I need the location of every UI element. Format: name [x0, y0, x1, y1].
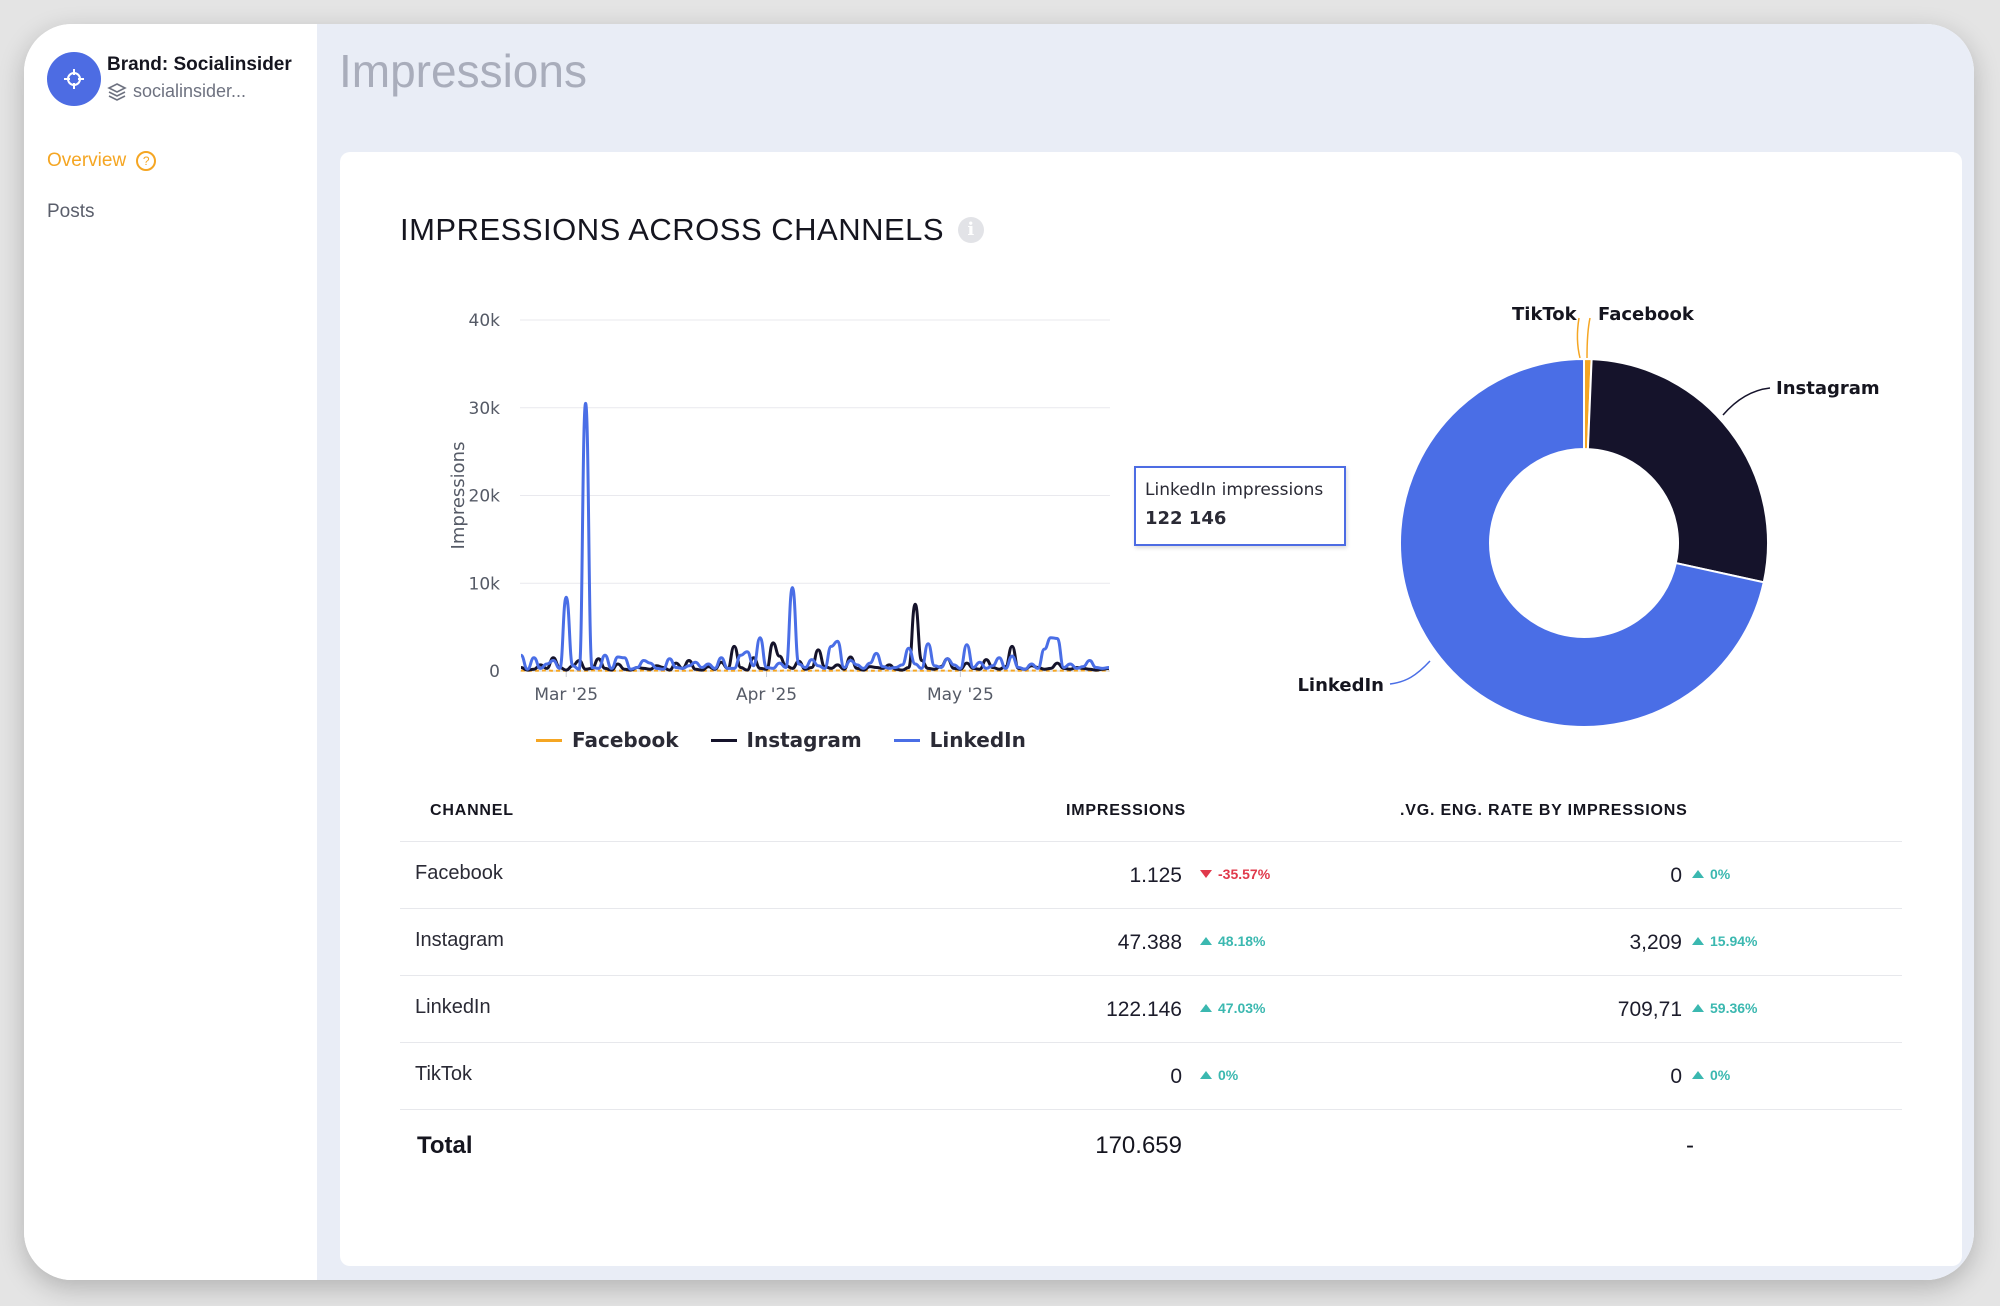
header-channel: CHANNEL — [430, 802, 514, 819]
eng-rate-delta: 0% — [1692, 866, 1730, 882]
layers-icon — [107, 82, 127, 101]
legend-facebook[interactable]: Facebook — [572, 728, 679, 752]
impressions-delta: -35.57% — [1200, 866, 1270, 882]
impressions-value: 1.125 — [1129, 864, 1182, 887]
brand-avatar[interactable] — [47, 52, 101, 106]
channel-name: TikTok — [415, 1063, 473, 1085]
sidebar-item-label: Posts — [47, 201, 95, 222]
series-line-linkedin — [520, 401, 1110, 671]
sidebar-item-label: Overview — [47, 150, 127, 171]
eng-rate-delta: 0% — [1692, 1067, 1730, 1083]
sidebar: Brand: Socialinsider socialinsider... Ov… — [24, 24, 317, 1280]
chart-tooltip: LinkedIn impressions 122 146 — [1134, 466, 1346, 546]
channel-name: Instagram — [415, 929, 504, 951]
eng-rate-delta-text: 0% — [1710, 1067, 1731, 1083]
trend-up-icon — [1692, 1004, 1704, 1012]
eng-rate-delta-text: 0% — [1710, 866, 1731, 882]
total-label: Total — [417, 1132, 473, 1159]
donut-connector-instagram — [1722, 387, 1771, 416]
table-row-tiktok[interactable]: TikTok 0 0% 0 0% — [400, 1042, 1902, 1109]
header-eng-rate: .VG. ENG. RATE BY IMPRESSIONS — [1400, 802, 1688, 819]
eng-rate-value: 3,209 — [1629, 931, 1682, 954]
x-tick-label: Apr '25 — [736, 685, 797, 705]
eng-rate-delta: 15.94% — [1692, 933, 1757, 949]
header-impressions: IMPRESSIONS — [1066, 802, 1186, 819]
page-title: Impressions — [339, 45, 587, 97]
y-tick-label: 0 — [489, 662, 500, 682]
trend-up-icon — [1692, 870, 1704, 878]
help-circle-icon[interactable]: ? — [136, 151, 157, 171]
total-impressions: 170.659 — [1095, 1132, 1182, 1159]
impressions-value: 0 — [1170, 1065, 1182, 1088]
table-row-instagram[interactable]: Instagram 47.388 48.18% 3,209 15.94% — [400, 908, 1902, 975]
brand-name[interactable]: Brand: Socialinsider — [107, 54, 292, 75]
trend-up-icon — [1200, 1004, 1212, 1012]
impressions-value: 122.146 — [1106, 998, 1182, 1021]
donut-connector-tiktok — [1576, 317, 1581, 359]
donut-connector-facebook — [1586, 317, 1591, 359]
y-tick-label: 30k — [469, 399, 501, 419]
main-content: Impressions IMPRESSIONS ACROSS CHANNELS … — [317, 24, 1974, 1280]
impressions-line-chart: 0 10k 20k 30k 40k Mar '25 Apr '25 May '25 Impres… — [448, 311, 1110, 705]
y-axis-label: Impressions — [448, 442, 469, 550]
eng-rate-delta-text: 59.36% — [1710, 1000, 1758, 1016]
sidebar-item-posts[interactable]: Posts — [47, 201, 95, 223]
donut-slice-linkedin — [1399, 357, 1765, 728]
legend-swatch-linkedin — [893, 738, 920, 742]
channel-name: Facebook — [415, 862, 503, 884]
trend-up-icon — [1200, 1071, 1212, 1079]
total-eng-rate: - — [1686, 1132, 1694, 1159]
x-tick-label: May '25 — [927, 685, 994, 705]
impressions-card: IMPRESSIONS ACROSS CHANNELS i 0 10k 20k 30k… — [340, 152, 1962, 1266]
donut-label-facebook: Facebook — [1598, 304, 1695, 325]
impressions-delta: 0% — [1200, 1067, 1238, 1083]
app-window: Brand: Socialinsider socialinsider... Ov… — [24, 24, 1974, 1280]
impressions-delta-text: -35.57% — [1218, 866, 1271, 882]
series-line-instagram — [520, 602, 1110, 672]
trend-up-icon — [1692, 1071, 1704, 1079]
eng-rate-delta-text: 15.94% — [1710, 933, 1758, 949]
channel-name: LinkedIn — [415, 996, 491, 1018]
legend-instagram[interactable]: Instagram — [746, 728, 862, 752]
trend-up-icon — [1692, 937, 1704, 945]
table-row-facebook[interactable]: Facebook 1.125 -35.57% 0 0% — [400, 841, 1902, 908]
donut-label-instagram: Instagram — [1776, 378, 1880, 399]
eng-rate-value: 0 — [1670, 864, 1682, 887]
trend-down-icon — [1200, 870, 1212, 878]
impressions-donut-chart: TikTok Facebook Instagram LinkedIn — [1297, 304, 1880, 728]
donut-connector-linkedin — [1389, 660, 1431, 685]
info-icon[interactable]: i — [958, 217, 985, 243]
donut-label-linkedin: LinkedIn — [1297, 675, 1384, 696]
impressions-delta: 48.18% — [1200, 933, 1265, 949]
sidebar-item-overview[interactable]: Overview ? — [47, 150, 157, 172]
card-title-text: IMPRESSIONS ACROSS CHANNELS — [400, 212, 945, 247]
trend-up-icon — [1200, 937, 1212, 945]
eng-rate-value: 0 — [1670, 1065, 1682, 1088]
crosshair-icon — [64, 69, 84, 89]
table-total-row: Total 170.659 - — [400, 1109, 1902, 1176]
impressions-value: 47.388 — [1117, 931, 1182, 954]
chart-legend: Facebook Instagram LinkedIn — [536, 728, 1026, 752]
impressions-delta-text: 0% — [1218, 1067, 1239, 1083]
brand-account-label: socialinsider... — [133, 81, 247, 101]
brand-account[interactable]: socialinsider... — [107, 81, 246, 102]
x-tick-label: Mar '25 — [534, 685, 598, 705]
table-row-linkedin[interactable]: LinkedIn 122.146 47.03% 709,71 59.36% — [400, 975, 1902, 1042]
eng-rate-delta: 59.36% — [1692, 1000, 1757, 1016]
legend-linkedin[interactable]: LinkedIn — [929, 728, 1026, 752]
legend-swatch-instagram — [710, 738, 737, 742]
y-tick-label: 40k — [469, 311, 501, 331]
y-tick-label: 20k — [469, 487, 501, 507]
impressions-delta: 47.03% — [1200, 1000, 1265, 1016]
donut-label-tiktok: TikTok — [1512, 304, 1578, 325]
y-tick-label: 10k — [469, 574, 501, 594]
card-title: IMPRESSIONS ACROSS CHANNELS i — [400, 212, 985, 248]
donut-slice-instagram — [1586, 358, 1769, 584]
tooltip-label: LinkedIn impressions — [1145, 480, 1324, 500]
legend-swatch-facebook — [536, 738, 562, 742]
impressions-delta-text: 47.03% — [1218, 1000, 1266, 1016]
impressions-delta-text: 48.18% — [1218, 933, 1266, 949]
eng-rate-value: 709,71 — [1617, 998, 1682, 1021]
tooltip-value: 122 146 — [1145, 508, 1227, 529]
